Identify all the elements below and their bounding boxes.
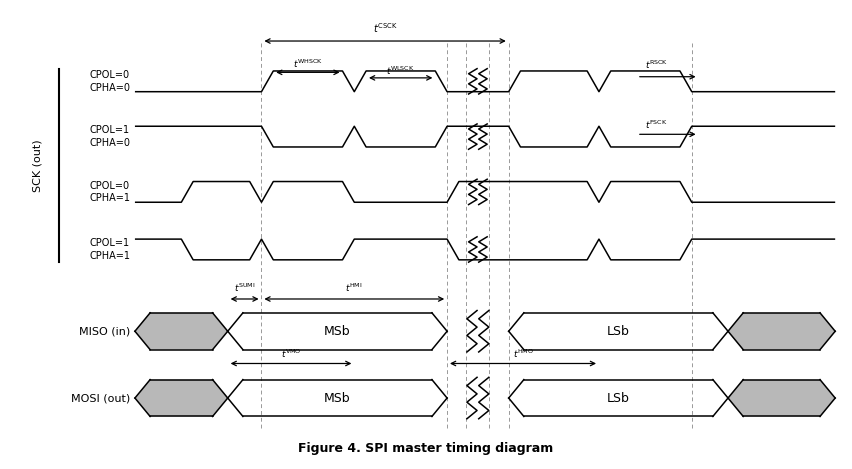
Text: $t^{\mathregular{WHSCK}}$: $t^{\mathregular{WHSCK}}$: [293, 58, 323, 70]
Text: CPOL=1
CPHA=1: CPOL=1 CPHA=1: [89, 238, 130, 261]
Text: $t^{\mathregular{FSCK}}$: $t^{\mathregular{FSCK}}$: [645, 118, 668, 131]
Polygon shape: [728, 313, 835, 350]
Text: CPOL=1
CPHA=0: CPOL=1 CPHA=0: [89, 125, 130, 148]
Text: $t^{\mathregular{VMO}}$: $t^{\mathregular{VMO}}$: [280, 348, 302, 360]
Text: MSb: MSb: [324, 392, 351, 405]
Text: MISO (in): MISO (in): [79, 326, 130, 336]
Text: LSb: LSb: [607, 392, 630, 405]
Text: $t^{\mathregular{CSCK}}$: $t^{\mathregular{CSCK}}$: [372, 22, 398, 36]
Text: CPOL=0
CPHA=0: CPOL=0 CPHA=0: [89, 70, 130, 92]
Text: $t^{\mathregular{SUMI}}$: $t^{\mathregular{SUMI}}$: [233, 282, 256, 295]
Text: LSb: LSb: [607, 325, 630, 338]
Text: $t^{\mathregular{HMO}}$: $t^{\mathregular{HMO}}$: [513, 348, 533, 360]
Text: Figure 4. SPI master timing diagram: Figure 4. SPI master timing diagram: [298, 442, 554, 455]
Text: MSb: MSb: [324, 325, 351, 338]
Text: SCK (out): SCK (out): [33, 139, 43, 192]
Text: MOSI (out): MOSI (out): [72, 393, 130, 403]
Polygon shape: [728, 379, 835, 416]
Polygon shape: [135, 313, 227, 350]
Polygon shape: [135, 379, 227, 416]
Text: CPOL=0
CPHA=1: CPOL=0 CPHA=1: [89, 181, 130, 203]
Text: $t^{\mathregular{HMI}}$: $t^{\mathregular{HMI}}$: [345, 282, 363, 295]
Text: $t^{\mathregular{WLSCK}}$: $t^{\mathregular{WLSCK}}$: [386, 65, 415, 77]
Text: $t^{\mathregular{RSCK}}$: $t^{\mathregular{RSCK}}$: [645, 59, 669, 71]
